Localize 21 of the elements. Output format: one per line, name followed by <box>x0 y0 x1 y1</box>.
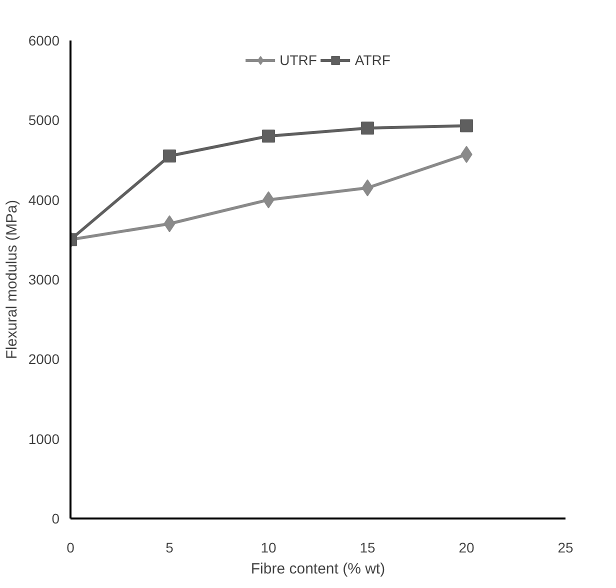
y-tick-label: 3000 <box>28 272 60 288</box>
point <box>460 119 473 132</box>
point <box>262 130 275 143</box>
x-tick-label: 5 <box>166 540 174 556</box>
y-tick-label: 0 <box>52 510 60 526</box>
point <box>361 122 374 135</box>
y-tick-label: 1000 <box>28 430 60 447</box>
legend-label: UTRF <box>280 52 317 68</box>
y-tick-label: 6000 <box>28 32 60 48</box>
x-tick-label: 0 <box>66 540 75 556</box>
x-tick-label: 15 <box>360 540 376 556</box>
y-axis-title: Flexural modulus (MPa) <box>3 200 20 360</box>
y-tick-label: 2000 <box>28 351 60 368</box>
x-tick-label: 20 <box>458 540 474 556</box>
x-tick-label: 25 <box>558 540 574 556</box>
x-axis-title: Fibre content (% wt) <box>250 560 386 578</box>
legend-label: ATRF <box>354 52 390 68</box>
y-tick-label: 5000 <box>28 112 60 128</box>
y-tick-label: 4000 <box>28 192 60 208</box>
x-tick-label: 10 <box>260 540 276 556</box>
point <box>163 150 176 163</box>
